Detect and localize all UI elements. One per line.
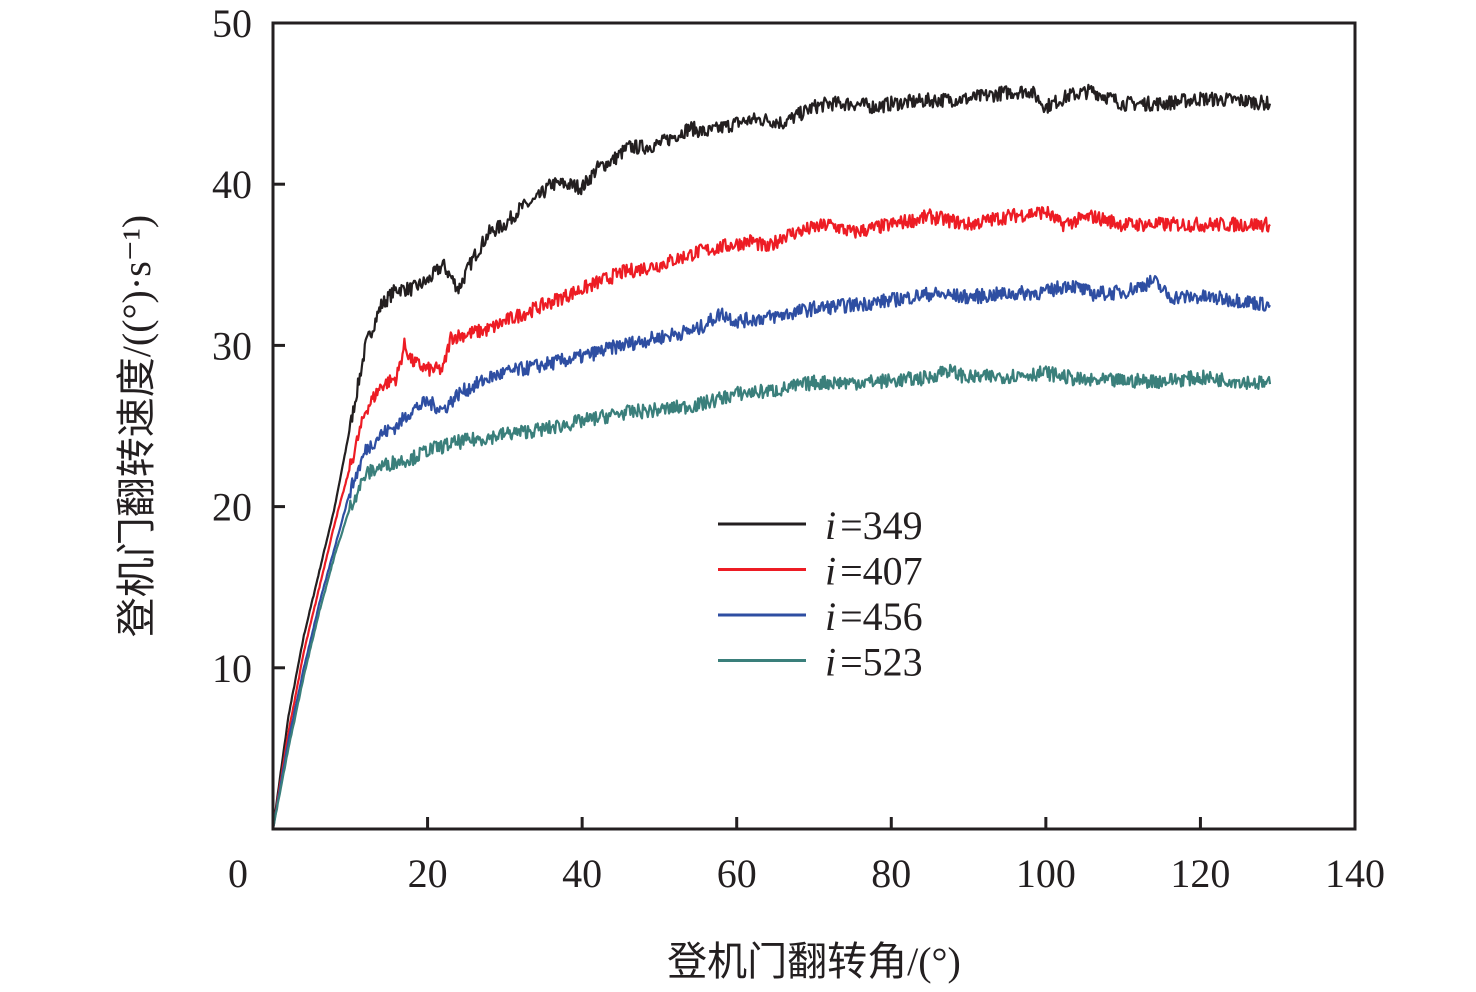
legend-variable: i [825, 503, 836, 548]
x-tick-label: 0 [228, 851, 248, 896]
legend-label: i =407 [825, 549, 923, 594]
x-tick-label: 20 [408, 851, 448, 896]
x-tick-label: 60 [717, 851, 757, 896]
series-line-i-349 [271, 83, 1272, 830]
legend-label: i =349 [825, 503, 923, 548]
legend-variable: i [825, 549, 836, 594]
plot-frame [271, 21, 1357, 831]
x-tick-label: 80 [871, 851, 911, 896]
legend-label: i =523 [825, 640, 923, 685]
series-layer [271, 83, 1272, 830]
ticks-layer: 0 20 40 60 80 100 120 140 10 20 30 40 50 [212, 1, 1385, 896]
legend-label: i =456 [825, 594, 923, 639]
x-tick-label: 120 [1170, 851, 1230, 896]
legend-value: =523 [840, 640, 923, 685]
legend-variable: i [825, 640, 836, 685]
y-tick-label: 30 [212, 323, 252, 368]
y-axis-title: 登机门翻转速度/((°)·s⁻¹) [114, 215, 159, 637]
legend-variable: i [825, 594, 836, 639]
y-tick-label: 50 [212, 1, 252, 46]
y-tick-label: 40 [212, 162, 252, 207]
x-tick-label: 100 [1016, 851, 1076, 896]
x-axis-title: 登机门翻转角/(°) [667, 939, 961, 984]
y-tick-label: 20 [212, 485, 252, 530]
legend-value: =349 [840, 503, 923, 548]
y-tick-label: 10 [212, 646, 252, 691]
series-line-i-523 [271, 363, 1272, 829]
x-tick-label: 140 [1325, 851, 1385, 896]
series-line-i-456 [271, 274, 1271, 829]
series-line-i-407 [271, 205, 1271, 829]
legend-value: =407 [840, 549, 923, 594]
x-tick-label: 40 [562, 851, 602, 896]
legend-value: =456 [840, 594, 923, 639]
